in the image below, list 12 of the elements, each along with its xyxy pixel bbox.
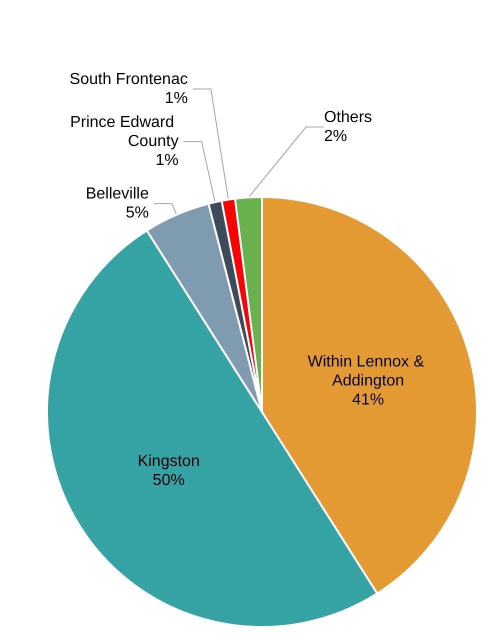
data-label: 2% xyxy=(324,128,348,145)
data-label: 1% xyxy=(164,90,188,108)
slice-label: South Frontenac xyxy=(70,71,188,88)
slice-label: Prince Edward County xyxy=(70,114,179,150)
data-label: 1% xyxy=(155,152,179,170)
slice-label: Within Lennox & Addington xyxy=(308,354,429,390)
slice-label: Kingston xyxy=(138,453,200,470)
data-label: 50% xyxy=(152,472,185,490)
data-label: 5% xyxy=(126,204,149,222)
data-label: 41% xyxy=(352,392,384,409)
slice-label: Belleville xyxy=(86,186,149,203)
slice-label: Others xyxy=(324,109,372,126)
